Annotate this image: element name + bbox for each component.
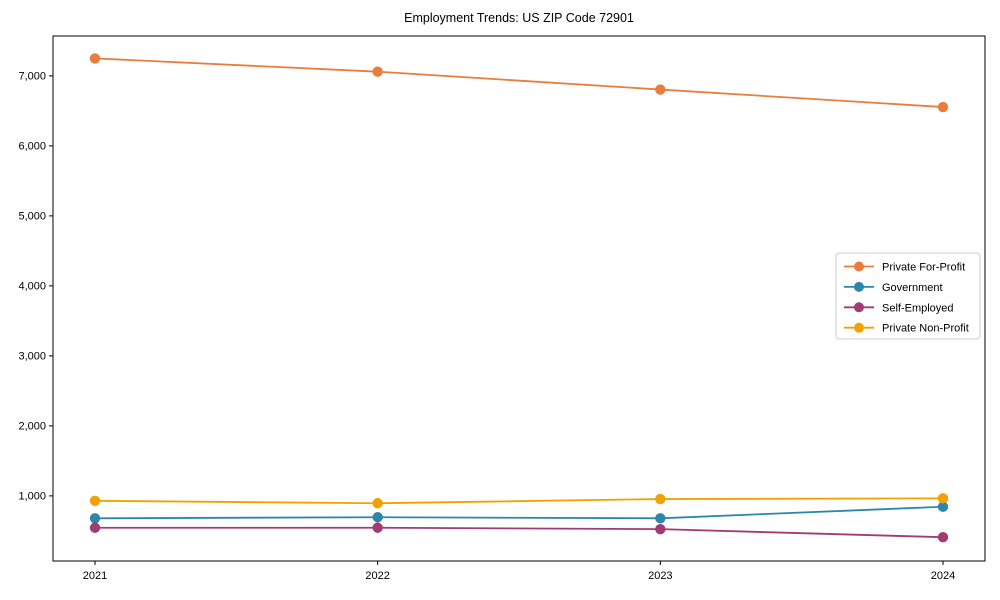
data-point: [655, 493, 666, 505]
chart-title: Employment Trends: US ZIP Code 72901: [404, 11, 634, 25]
series-line: [94, 526, 944, 539]
data-point: [372, 498, 383, 509]
y-tick-label: 6,000: [18, 141, 46, 153]
series-line: [94, 505, 944, 520]
data-point: [655, 523, 666, 535]
data-point: [89, 53, 101, 64]
x-tick-label: 2023: [648, 570, 672, 582]
data-point: [89, 522, 101, 533]
legend-marker-dot: [854, 322, 864, 333]
data-point: [937, 493, 949, 504]
plot-border: [52, 35, 986, 562]
data-point: [937, 101, 949, 113]
legend-label: Self-Employed: [882, 302, 954, 314]
y-tick-label: 5,000: [18, 211, 46, 223]
x-tick-label: 2021: [83, 570, 107, 582]
data-point: [937, 532, 949, 543]
legend-marker-dot: [854, 281, 864, 292]
series-line: [94, 57, 944, 108]
y-tick-label: 3,000: [18, 351, 46, 363]
data-point: [372, 66, 383, 77]
legend-box: [835, 252, 981, 340]
data-point: [372, 522, 383, 533]
y-tick-label: 4,000: [18, 281, 46, 293]
series-line: [94, 497, 944, 505]
data-point: [372, 512, 383, 523]
legend-label: Private For-Profit: [882, 262, 965, 274]
legend-label: Government: [882, 282, 943, 294]
data-point: [89, 495, 101, 506]
data-point: [937, 501, 949, 512]
data-point: [89, 513, 101, 524]
y-tick-label: 2,000: [18, 421, 46, 433]
legend-marker-dot: [854, 302, 864, 313]
y-tick-label: 1,000: [18, 491, 46, 503]
x-tick-label: 2022: [365, 570, 389, 582]
legend-marker-dot: [854, 261, 864, 272]
legend-label: Private Non-Profit: [882, 323, 969, 335]
data-point: [655, 513, 666, 524]
x-tick-label: 2024: [931, 570, 955, 582]
y-tick-label: 7,000: [18, 71, 46, 83]
data-point: [655, 84, 666, 95]
